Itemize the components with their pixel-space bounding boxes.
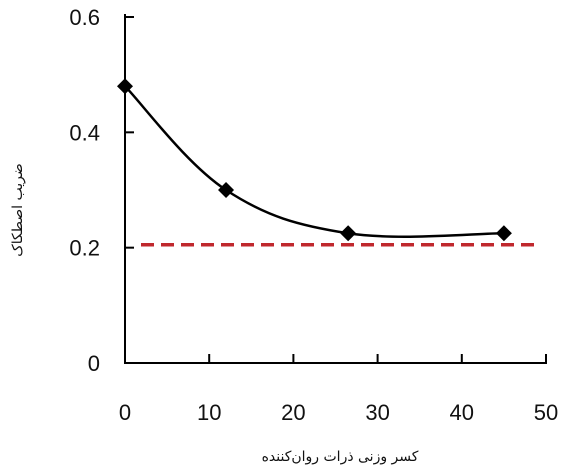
series	[117, 78, 512, 242]
series-line	[124, 85, 504, 238]
data-point-marker	[218, 182, 235, 198]
y-tick-label: 0	[88, 351, 100, 376]
x-axis-title: کسر وزنی ذرات روان‌کننده	[262, 449, 419, 465]
axis-text: کسر وزنی ذرات روان‌کننده ضریب اصطکاک 0 0.…	[10, 5, 558, 465]
data-point-marker	[117, 78, 133, 95]
axes	[124, 14, 547, 364]
x-tick-label: 50	[534, 400, 558, 425]
x-tick-label: 10	[197, 400, 221, 425]
y-tick-label: 0.4	[69, 120, 100, 145]
y-tick-label: 0.2	[69, 236, 100, 261]
x-tick-label: 30	[365, 400, 389, 425]
data-point-marker	[495, 225, 512, 242]
x-tick-label: 20	[281, 400, 305, 425]
x-tick-label: 40	[450, 400, 474, 425]
y-tick-label: 0.6	[69, 5, 100, 30]
data-point-marker	[340, 225, 357, 242]
y-axis-title: ضریب اصطکاک	[10, 163, 26, 257]
x-tick-label: 0	[119, 400, 131, 425]
